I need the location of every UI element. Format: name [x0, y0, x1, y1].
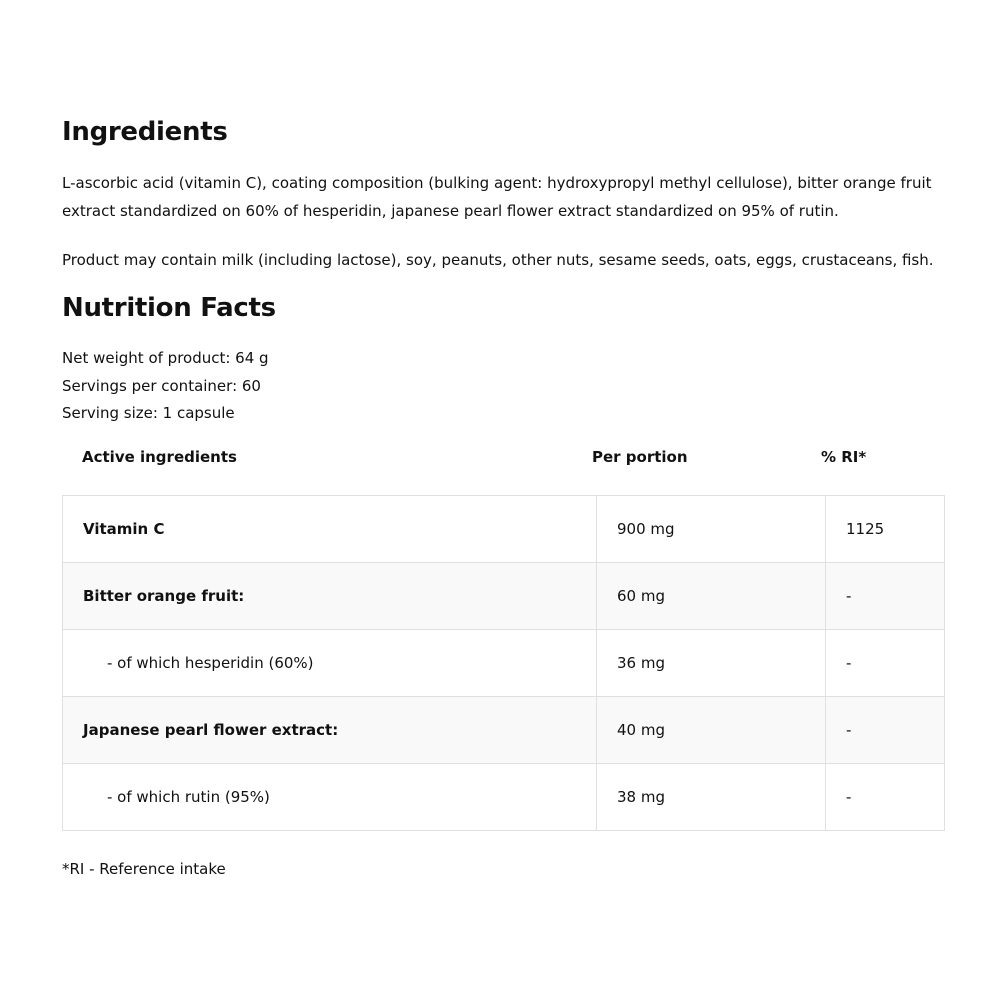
servings: Servings per container: 60	[62, 376, 261, 395]
ri-value: -	[825, 629, 945, 697]
table-row: - of which hesperidin (60%) 36 mg -	[62, 629, 945, 697]
ri-value: -	[825, 763, 945, 831]
per-portion: 38 mg	[596, 763, 826, 831]
allergens-text: Product may contain milk (including lact…	[62, 251, 934, 269]
table-row: - of which rutin (95%) 38 mg -	[62, 763, 945, 831]
header-per-portion: Per portion	[592, 448, 688, 466]
ingredient-name: Bitter orange fruit:	[62, 562, 597, 630]
ri-value: -	[825, 562, 945, 630]
per-portion: 36 mg	[596, 629, 826, 697]
table-row: Japanese pearl flower extract: 40 mg -	[62, 696, 945, 764]
nutrition-table: Vitamin C 900 mg 1125 Bitter orange frui…	[62, 495, 945, 831]
ingredient-name: - of which rutin (95%)	[62, 763, 597, 831]
table-row: Vitamin C 900 mg 1125	[62, 495, 945, 563]
table-header: Active ingredients Per portion % RI*	[62, 448, 945, 474]
table-row: Bitter orange fruit: 60 mg -	[62, 562, 945, 630]
per-portion: 900 mg	[596, 495, 826, 563]
ingredients-text: L-ascorbic acid (vitamin C), coating com…	[62, 174, 932, 220]
header-ri: % RI*	[821, 448, 867, 466]
serving-size: Serving size: 1 capsule	[62, 404, 235, 422]
per-portion: 40 mg	[596, 696, 826, 764]
nutrition-title: Nutrition Facts	[62, 293, 276, 323]
nutrition-meta: Net weight of product: 64 g Servings per…	[62, 345, 269, 428]
net-weight: Net weight of product: 64 g	[62, 349, 269, 367]
footnote: *RI - Reference intake	[62, 860, 226, 878]
ingredients-title: Ingredients	[62, 117, 228, 147]
header-active-ingredients: Active ingredients	[82, 448, 237, 466]
ingredient-name: Japanese pearl flower extract:	[62, 696, 597, 764]
ri-value: 1125	[825, 495, 945, 563]
per-portion: 60 mg	[596, 562, 826, 630]
ri-value: -	[825, 696, 945, 764]
ingredient-name: Vitamin C	[62, 495, 597, 563]
ingredient-name: - of which hesperidin (60%)	[62, 629, 597, 697]
